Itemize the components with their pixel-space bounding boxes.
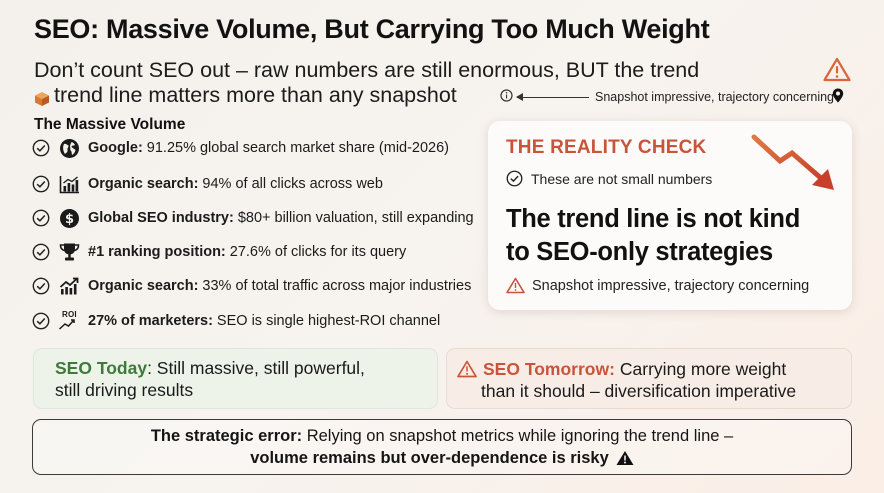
warning-triangle-icon [457, 360, 477, 378]
snapshot-annotation: Snapshot impressive, trajectory concerni… [500, 89, 834, 105]
strategic-error-label: The strategic error: [150, 427, 303, 445]
seo-today-line-2: still driving results [55, 380, 194, 400]
item-text: SEO is single highest-ROI channel [216, 313, 441, 329]
item-text: 91.25% global search market share (mid-2… [146, 140, 450, 156]
strategic-error-text-2: volume remains but over-dependence is ri… [250, 449, 609, 467]
seo-tomorrow-label: SEO Tomorrow: [483, 359, 615, 379]
seo-tomorrow-box: SEO Tomorrow: Carrying more weight than … [446, 348, 852, 409]
globe-icon [58, 137, 80, 159]
check-circle-icon [32, 209, 50, 227]
subtitle-line-2: trend line matters more than any snapsho… [54, 83, 457, 107]
item-bold-label: Organic search: [88, 278, 199, 294]
item-text: $80+ billion valuation, still expanding [237, 210, 474, 226]
volume-heading: The Massive Volume [34, 116, 186, 133]
item-text: 27.6% of clicks for its query [229, 244, 407, 260]
trend-down-arrow-icon [750, 133, 842, 200]
strategic-error-line-1: The strategic error: Relying on snapshot… [33, 425, 851, 447]
subtitle-line-2-row: trend line matters more than any snapsho… [34, 83, 457, 108]
seo-today-box: SEO Today: Still massive, still powerful… [33, 348, 438, 409]
volume-item-google: Google: 91.25% global search market shar… [32, 136, 449, 160]
statement-line-1: The trend line is not kind [506, 205, 800, 233]
warning-triangle-icon [616, 451, 634, 465]
seo-tomorrow-line-1: SEO Tomorrow: Carrying more weight [457, 358, 786, 380]
arrow-left-icon [516, 92, 589, 101]
seo-tomorrow-line-2: than it should – diversification imperat… [481, 381, 797, 401]
volume-item-organic-traffic: Organic search: 33% of total traffic acr… [32, 274, 471, 298]
check-circle-icon [32, 277, 50, 295]
statement-line-2: to SEO-only strategies [506, 238, 773, 266]
strategic-error-box: The strategic error: Relying on snapshot… [32, 419, 852, 475]
info-icon [500, 89, 513, 105]
seo-today-text-1: Still massive, still powerful, [151, 358, 365, 378]
warning-triangle-icon [823, 57, 851, 87]
check-circle-icon [32, 139, 50, 157]
warning-triangle-icon [506, 277, 525, 294]
check-circle-icon [32, 312, 50, 330]
item-bold-label: 27% of marketers: [88, 313, 213, 329]
strategic-error-text-1: Relying on snapshot metrics while ignori… [302, 427, 734, 445]
location-pin-icon [832, 88, 844, 108]
reality-check-line-text: These are not small numbers [531, 170, 713, 187]
item-bold-label: Global SEO industry: [88, 210, 234, 226]
annotation-text: Snapshot impressive, trajectory concerni… [595, 90, 835, 104]
volume-item-ranking: #1 ranking position: 27.6% of clicks for… [32, 240, 406, 264]
reality-check-title: THE REALITY CHECK [506, 137, 707, 158]
volume-item-marketers: ROI 27% of marketers: SEO is single high… [32, 309, 440, 333]
trophy-icon [58, 241, 80, 263]
volume-item-seo-industry: $ Global SEO industry: $80+ billion valu… [32, 206, 474, 230]
item-bold-label: #1 ranking position: [88, 244, 226, 260]
check-circle-icon [32, 175, 50, 193]
subtitle-line-1: Don’t count SEO out – raw numbers are st… [34, 58, 700, 82]
reality-check-footer: Snapshot impressive, trajectory concerni… [506, 277, 809, 294]
reality-check-statement: The trend line is not kind to SEO-only s… [506, 203, 800, 269]
seo-today-label: SEO Today [55, 358, 148, 378]
seo-today-line-1: SEO Today: Still massive, still powerful… [55, 357, 437, 379]
roi-icon: ROI [58, 310, 80, 332]
seo-tomorrow-text-1: Carrying more weight [619, 359, 787, 379]
volume-item-organic-clicks: Organic search: 94% of all clicks across… [32, 172, 383, 196]
roi-icon-label: ROI [62, 310, 77, 319]
item-bold-label: Google: [88, 140, 143, 156]
strategic-error-line-2: volume remains but over-dependence is ri… [250, 447, 634, 469]
item-text: 33% of total traffic across major indust… [202, 278, 472, 294]
cube-icon [34, 88, 50, 106]
reality-check-line: These are not small numbers [506, 170, 712, 187]
trend-up-icon [58, 275, 80, 297]
item-text: 94% of all clicks across web [202, 176, 383, 192]
check-circle-icon [32, 243, 50, 261]
check-circle-icon [506, 170, 523, 187]
bar-chart-icon [58, 173, 80, 195]
svg-text:$: $ [64, 212, 73, 227]
reality-check-card: THE REALITY CHECK These are not small nu… [488, 121, 852, 310]
seo-today-colon: : [147, 358, 152, 378]
dollar-icon: $ [58, 207, 80, 229]
item-bold-label: Organic search: [88, 176, 199, 192]
page-title: SEO: Massive Volume, But Carrying Too Mu… [34, 14, 710, 44]
reality-check-footer-text: Snapshot impressive, trajectory concerni… [532, 277, 810, 294]
